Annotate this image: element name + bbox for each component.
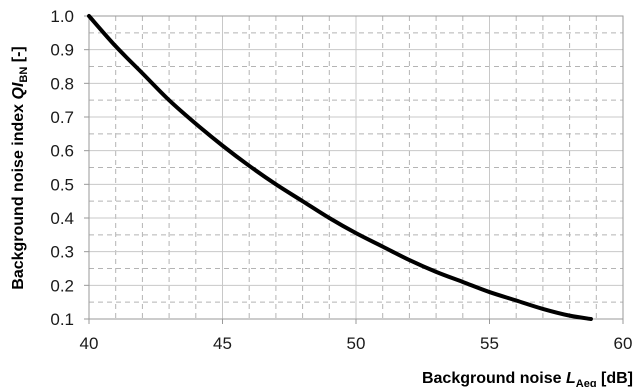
x-axis-title-prefix: Background noise xyxy=(422,370,566,387)
x-tick-label: 50 xyxy=(347,334,366,353)
x-tick-label: 55 xyxy=(480,334,499,353)
x-tick-label: 60 xyxy=(614,334,633,353)
y-axis-title-subscript: BN xyxy=(18,67,30,83)
x-axis-title-subscript: Aeq xyxy=(576,378,597,387)
y-tick-label: 1.0 xyxy=(50,7,74,26)
x-axis-title: Background noise LAeq [dB] xyxy=(422,370,633,387)
y-tick-label: 0.6 xyxy=(50,142,74,161)
x-axis-title-symbol: L xyxy=(566,370,576,387)
y-tick-label: 0.4 xyxy=(50,209,74,228)
y-axis-title-prefix: Background noise index xyxy=(10,99,27,289)
y-tick-label: 0.5 xyxy=(50,175,74,194)
y-tick-label: 0.3 xyxy=(50,243,74,262)
y-tick-label: 0.9 xyxy=(50,41,74,60)
x-tick-label: 40 xyxy=(80,334,99,353)
y-tick-label: 0.7 xyxy=(50,108,74,127)
y-axis-title-symbol: QI xyxy=(10,82,27,99)
y-tick-label: 0.2 xyxy=(50,276,74,295)
x-tick-label: 45 xyxy=(213,334,232,353)
y-tick-label: 0.1 xyxy=(50,310,74,329)
y-axis-title-unit: [-] xyxy=(10,46,27,66)
x-axis-title-unit: [dB] xyxy=(597,370,633,387)
y-tick-label: 0.8 xyxy=(50,74,74,93)
